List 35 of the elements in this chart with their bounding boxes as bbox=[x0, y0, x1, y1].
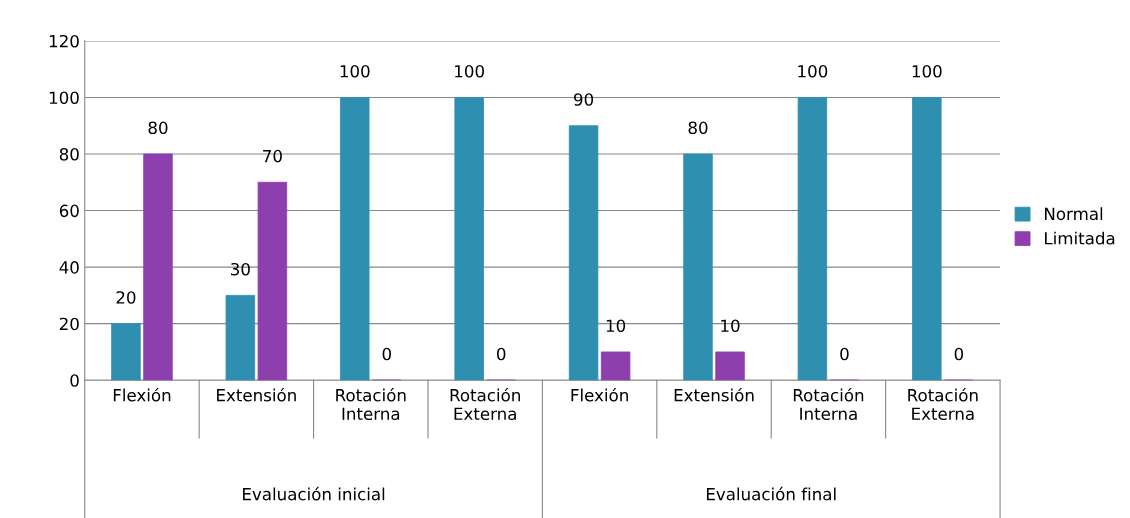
x-tick-label: Rotación Interna bbox=[793, 387, 864, 421]
data-label: 10 bbox=[606, 319, 626, 333]
x-tick-label: Extensión bbox=[217, 387, 296, 402]
y-tick-label: 40 bbox=[59, 261, 79, 274]
y-tick-label: 20 bbox=[59, 317, 79, 331]
data-label: 0 bbox=[840, 347, 849, 361]
legend-label: Normal bbox=[1045, 207, 1103, 221]
x-tick-label: Flexión bbox=[113, 387, 171, 402]
data-label: 20 bbox=[116, 291, 136, 304]
x-tick-label: Rotación Externa bbox=[908, 387, 978, 421]
text: Evaluación final bbox=[706, 486, 836, 501]
data-label: 100 bbox=[340, 64, 370, 78]
data-label: 80 bbox=[148, 121, 168, 135]
data-label: 100 bbox=[912, 64, 942, 78]
data-label: 70 bbox=[263, 149, 282, 163]
legend-label: Limitada bbox=[1045, 231, 1115, 245]
data-label: 100 bbox=[798, 64, 828, 78]
data-label: 0 bbox=[954, 347, 964, 361]
y-tick-label: 60 bbox=[59, 204, 79, 218]
data-label: 80 bbox=[688, 121, 708, 135]
x-tick-label: Rotación Interna bbox=[336, 387, 406, 421]
x-tick-label: Rotación Externa bbox=[450, 387, 520, 421]
data-label: 100 bbox=[455, 64, 484, 78]
data-label: 10 bbox=[721, 319, 740, 333]
y-tick-label: 100 bbox=[49, 91, 79, 105]
data-label: 0 bbox=[382, 347, 391, 361]
x-tick-label: Flexión bbox=[571, 387, 628, 402]
y-tick-label: 120 bbox=[49, 34, 79, 48]
text: Evaluación inicial bbox=[243, 486, 385, 501]
data-label: 90 bbox=[574, 93, 594, 106]
x-tick-label: Extensión bbox=[674, 387, 754, 402]
data-label: 0 bbox=[497, 347, 506, 361]
data-label: 30 bbox=[231, 262, 250, 276]
y-tick-label: 0 bbox=[70, 374, 79, 387]
y-tick-label: 80 bbox=[59, 147, 79, 161]
